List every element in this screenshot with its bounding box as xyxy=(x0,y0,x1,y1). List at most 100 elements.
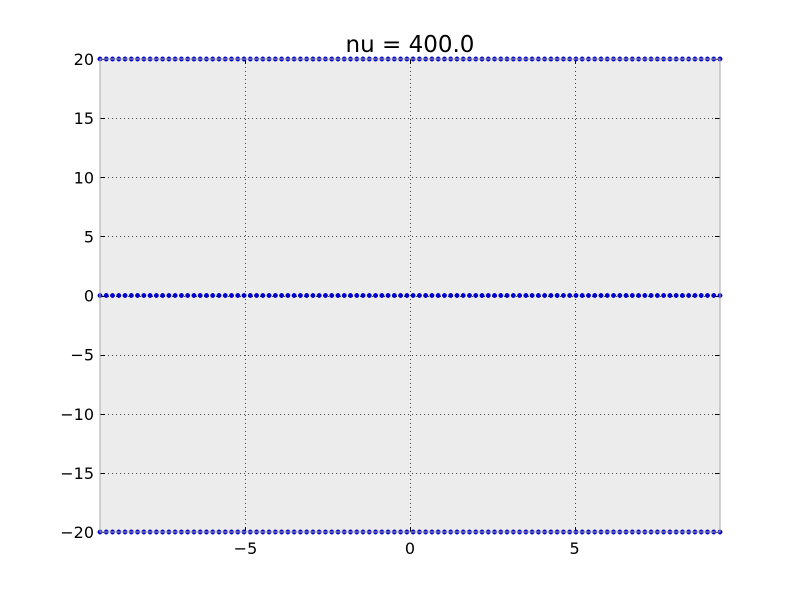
data-point xyxy=(617,293,623,298)
y-tick-label: 20 xyxy=(74,50,94,69)
data-point xyxy=(323,293,328,298)
data-point xyxy=(586,293,591,298)
data-point xyxy=(698,293,704,298)
data-point xyxy=(335,293,341,298)
data-point xyxy=(642,293,648,298)
data-point xyxy=(567,293,573,298)
data-point xyxy=(410,293,416,298)
data-point xyxy=(316,293,322,298)
plot-frame xyxy=(99,58,721,533)
data-point xyxy=(260,293,266,298)
data-point xyxy=(473,293,479,298)
data-point xyxy=(611,293,616,298)
data-point xyxy=(673,293,679,298)
data-point xyxy=(448,293,454,298)
data-point xyxy=(535,293,541,298)
data-point xyxy=(266,293,272,298)
data-point xyxy=(247,293,253,298)
data-point xyxy=(654,293,660,298)
y-tick-label: −15 xyxy=(60,464,94,483)
data-point xyxy=(254,293,260,298)
x-tick-labels: −5 0 5 xyxy=(234,539,580,558)
data-point xyxy=(241,293,247,298)
data-point xyxy=(354,293,360,298)
data-point xyxy=(598,293,604,298)
data-point xyxy=(166,293,172,298)
data-point xyxy=(498,293,504,298)
grid-y xyxy=(100,118,720,474)
data-point xyxy=(510,293,516,298)
data-point xyxy=(373,293,379,298)
data-point xyxy=(191,293,197,298)
data-point xyxy=(366,293,372,298)
data-point xyxy=(648,293,654,298)
data-point xyxy=(623,293,629,298)
data-point xyxy=(291,293,297,298)
data-point xyxy=(279,293,285,298)
data-point xyxy=(429,293,435,298)
data-point xyxy=(435,293,441,298)
series-layer xyxy=(97,56,723,535)
series-1 xyxy=(97,293,723,298)
data-point xyxy=(667,293,673,298)
data-point xyxy=(523,293,529,298)
data-point xyxy=(460,293,466,298)
data-point xyxy=(661,293,667,298)
data-point xyxy=(467,293,472,298)
data-point xyxy=(385,293,391,298)
data-point xyxy=(341,293,347,298)
y-tick-label: 10 xyxy=(74,168,94,187)
data-point xyxy=(235,293,241,298)
series-0 xyxy=(97,56,723,62)
data-point xyxy=(348,293,353,298)
data-point xyxy=(160,293,166,298)
data-point xyxy=(110,293,115,298)
data-point xyxy=(135,293,141,298)
data-point xyxy=(441,293,447,298)
data-point xyxy=(404,293,410,298)
data-point xyxy=(304,293,310,298)
data-point xyxy=(222,293,228,298)
data-point xyxy=(297,293,303,298)
data-point xyxy=(229,293,234,298)
x-tick-label: 5 xyxy=(569,539,579,558)
data-point xyxy=(485,293,491,298)
data-point xyxy=(692,293,698,298)
data-point xyxy=(705,293,710,298)
y-tick-labels: −20 −15 −10 −5 0 5 10 15 20 xyxy=(60,50,94,542)
data-point xyxy=(592,293,598,298)
data-point xyxy=(711,293,717,298)
data-point xyxy=(542,293,548,298)
data-point xyxy=(554,293,560,298)
data-point xyxy=(492,293,497,298)
data-point xyxy=(479,293,485,298)
data-point xyxy=(103,293,109,298)
data-point xyxy=(272,293,278,298)
data-point xyxy=(204,293,209,298)
data-point xyxy=(122,293,128,298)
data-point xyxy=(210,293,216,298)
data-point xyxy=(185,293,191,298)
data-point xyxy=(398,293,404,298)
data-point xyxy=(548,293,554,298)
data-point xyxy=(391,293,397,298)
y-tick-label: −5 xyxy=(70,346,94,365)
y-tick-label: 0 xyxy=(84,287,94,306)
data-point xyxy=(579,293,585,298)
chart-title: nu = 400.0 xyxy=(346,32,475,58)
data-point xyxy=(416,293,422,298)
data-point xyxy=(172,293,178,298)
data-point xyxy=(310,293,316,298)
data-point xyxy=(116,293,122,298)
y-tick-label: 15 xyxy=(74,109,94,128)
data-point xyxy=(636,293,642,298)
data-point xyxy=(285,293,291,298)
data-point xyxy=(178,293,184,298)
data-point xyxy=(153,293,159,298)
data-point xyxy=(379,293,385,298)
data-point xyxy=(147,293,153,298)
y-tick-label: −10 xyxy=(60,405,94,424)
data-point xyxy=(604,293,610,298)
data-point xyxy=(454,293,460,298)
